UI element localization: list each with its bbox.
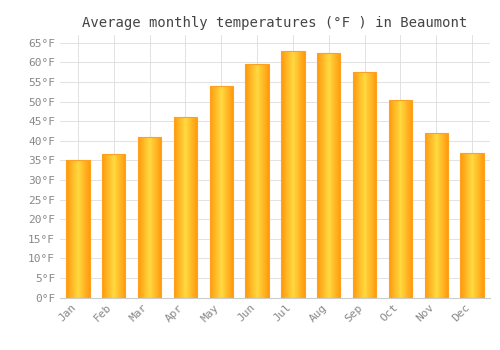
Bar (102, 154, 126, 298)
Bar (389, 100, 412, 297)
Bar (424, 133, 448, 298)
Title: Average monthly temperatures (°F ) in Beaumont: Average monthly temperatures (°F ) in Be… (82, 16, 468, 30)
Bar (138, 137, 161, 298)
Bar (174, 117, 197, 298)
Bar (246, 64, 268, 298)
Bar (353, 72, 376, 298)
Bar (460, 153, 483, 298)
Bar (210, 86, 233, 298)
Bar (317, 52, 340, 298)
Bar (66, 160, 90, 298)
Bar (282, 51, 304, 298)
